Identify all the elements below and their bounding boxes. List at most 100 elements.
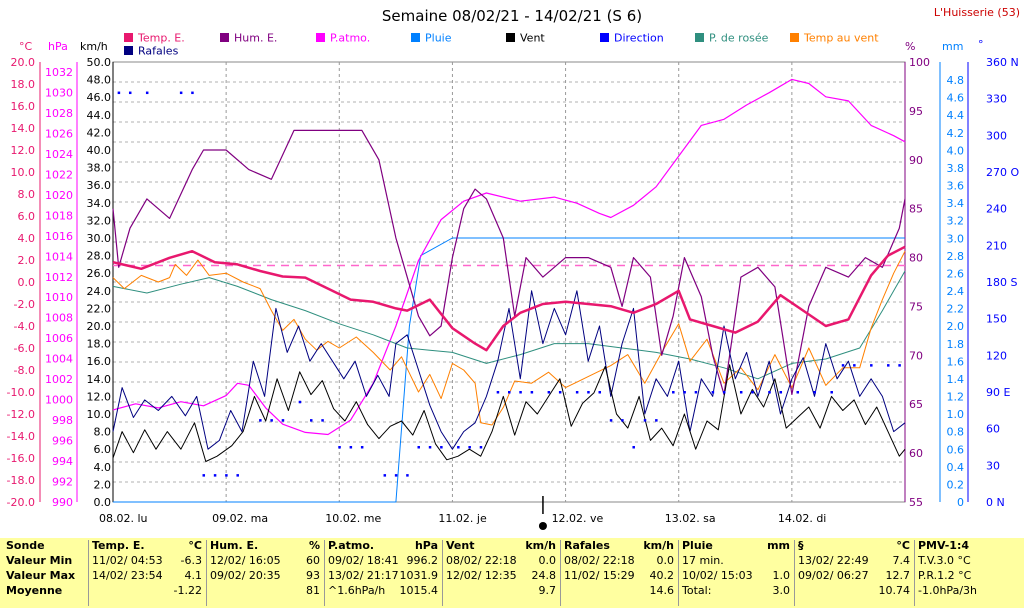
- legend-swatch: [600, 33, 609, 42]
- press-tick-label: 1004: [45, 353, 73, 366]
- temp-tick-label: -10.0: [7, 386, 35, 399]
- press-tick-label: 1016: [45, 230, 73, 243]
- direction-point: [796, 391, 800, 394]
- rain-tick-label: 2.0: [947, 320, 965, 333]
- dir-tick-label: 330: [986, 93, 1007, 106]
- summary-value: 1015.4: [399, 584, 439, 597]
- summary-row: 12/02/ 16:05 60: [210, 553, 324, 568]
- dir-tick-label: 210: [986, 239, 1007, 252]
- summary-row: 11/02/ 15:29 40.2: [564, 568, 678, 583]
- direction-point: [225, 474, 228, 477]
- unit-wind: km/h: [80, 40, 108, 53]
- summary-header: Sonde: [6, 538, 90, 553]
- column-separator: [206, 540, 207, 606]
- hum-tick-label: 95: [909, 105, 923, 118]
- chart-title: Semaine 08/02/21 - 14/02/21 (S 6): [382, 7, 642, 25]
- summary-when: ^1.6hPa/h: [328, 584, 386, 597]
- summary-value: 996.2: [406, 554, 439, 567]
- rain-tick-label: 4.8: [947, 74, 965, 87]
- day-label: 14.02. di: [778, 512, 827, 525]
- legend-label: Pluie: [425, 32, 452, 45]
- summary-value: 60: [306, 554, 320, 567]
- summary-cell: Moyenne: [6, 584, 63, 597]
- summary-row: 09/02/ 20:35 93: [210, 568, 324, 583]
- dir-tick-label: 270 O: [986, 166, 1019, 179]
- temp-tick-label: 10.0: [11, 166, 36, 179]
- temp-tick-label: 6.0: [18, 210, 36, 223]
- summary-header-name: Sonde: [6, 539, 45, 552]
- summary-row: 9.7: [446, 583, 560, 598]
- unit-hum: %: [905, 40, 915, 53]
- press-tick-label: 998: [52, 414, 73, 427]
- rain-tick-label: 1.6: [947, 355, 965, 368]
- direction-point: [530, 391, 534, 394]
- summary-header-unit: %: [308, 539, 320, 552]
- wind-tick-label: 50.0: [87, 56, 112, 69]
- direction-point: [898, 364, 901, 367]
- summary-when: 09/02/ 18:41: [328, 554, 399, 567]
- direction-point: [694, 391, 698, 394]
- hum-tick-label: 80: [909, 252, 923, 265]
- series-line: [113, 237, 905, 503]
- direction-point: [310, 419, 313, 422]
- wind-tick-label: 20.0: [87, 320, 112, 333]
- summary-header-name: Rafales: [564, 539, 610, 552]
- summary-value: 7.4: [892, 554, 911, 567]
- temp-tick-label: 18.0: [11, 78, 36, 91]
- summary-when: 11/02/ 15:29: [564, 569, 635, 582]
- summary-header: Hum. E.%: [210, 538, 324, 553]
- temp-tick-label: 4.0: [18, 232, 36, 245]
- summary-row: -1.22: [92, 583, 206, 598]
- rain-tick-label: 2.2: [947, 303, 965, 316]
- summary-value: 0.0: [538, 554, 557, 567]
- summary-header: Rafales km/h: [564, 538, 678, 553]
- summary-cell: P.R.1.2 °C: [918, 569, 972, 582]
- summary-row: ^1.6hPa/h 1015.4: [328, 583, 442, 598]
- direction-point: [202, 474, 206, 477]
- wind-tick-label: 30.0: [87, 232, 112, 245]
- hum-tick-label: 60: [909, 447, 923, 460]
- wind-tick-label: 10.0: [87, 408, 112, 421]
- dir-tick-label: 150: [986, 313, 1007, 326]
- summary-header-name: Temp. E.: [92, 539, 145, 552]
- summary-header-name: Hum. E.: [210, 539, 259, 552]
- unit-dir: °: [978, 38, 984, 51]
- summary-header-unit: °C: [188, 539, 202, 552]
- direction-point: [739, 391, 743, 394]
- summary-cell: Valeur Min: [6, 554, 73, 567]
- column-separator: [88, 540, 89, 606]
- unit-temp: °C: [19, 40, 33, 53]
- wind-tick-label: 32.0: [87, 214, 112, 227]
- summary-column: Rafales km/h 08/02/ 22:18 0.0 11/02/ 15:29 40…: [564, 538, 678, 608]
- summary-when: 08/02/ 22:18: [564, 554, 635, 567]
- summary-value: 10.74: [878, 584, 911, 597]
- temp-tick-label: -14.0: [7, 430, 35, 443]
- rain-tick-label: 0.8: [947, 426, 965, 439]
- direction-point: [128, 91, 132, 95]
- dir-tick-label: 300: [986, 129, 1007, 142]
- direction-point: [496, 391, 500, 394]
- temp-tick-label: -4.0: [14, 320, 35, 333]
- legend-swatch: [220, 33, 229, 42]
- direction-point: [672, 391, 675, 394]
- legend-label: Rafales: [138, 45, 179, 58]
- legend-label: Vent: [520, 32, 545, 45]
- press-tick-label: 1006: [45, 332, 73, 345]
- temp-tick-label: -20.0: [7, 496, 35, 509]
- rain-tick-label: 2.6: [947, 267, 965, 280]
- summary-row: P.R.1.2 °C: [918, 568, 1022, 583]
- axis-units: °C hPa km/h % mm °: [19, 38, 984, 53]
- direction-point: [598, 391, 602, 394]
- column-separator: [560, 540, 561, 606]
- rain-tick-label: 0.2: [947, 478, 965, 491]
- direction-point: [479, 446, 483, 449]
- summary-value: 1031.9: [399, 569, 439, 582]
- temp-tick-label: 20.0: [11, 56, 36, 69]
- summary-header-unit: km/h: [525, 539, 556, 552]
- summary-column: P.atmo. hPa 09/02/ 18:41 996.2 13/02/ 21:17 1…: [328, 538, 442, 608]
- temp-tick-label: -12.0: [7, 408, 35, 421]
- summary-header-unit: °C: [896, 539, 910, 552]
- summary-value: 1.0: [772, 569, 791, 582]
- wind-tick-label: 48.0: [87, 74, 112, 87]
- day-label: 12.02. ve: [552, 512, 604, 525]
